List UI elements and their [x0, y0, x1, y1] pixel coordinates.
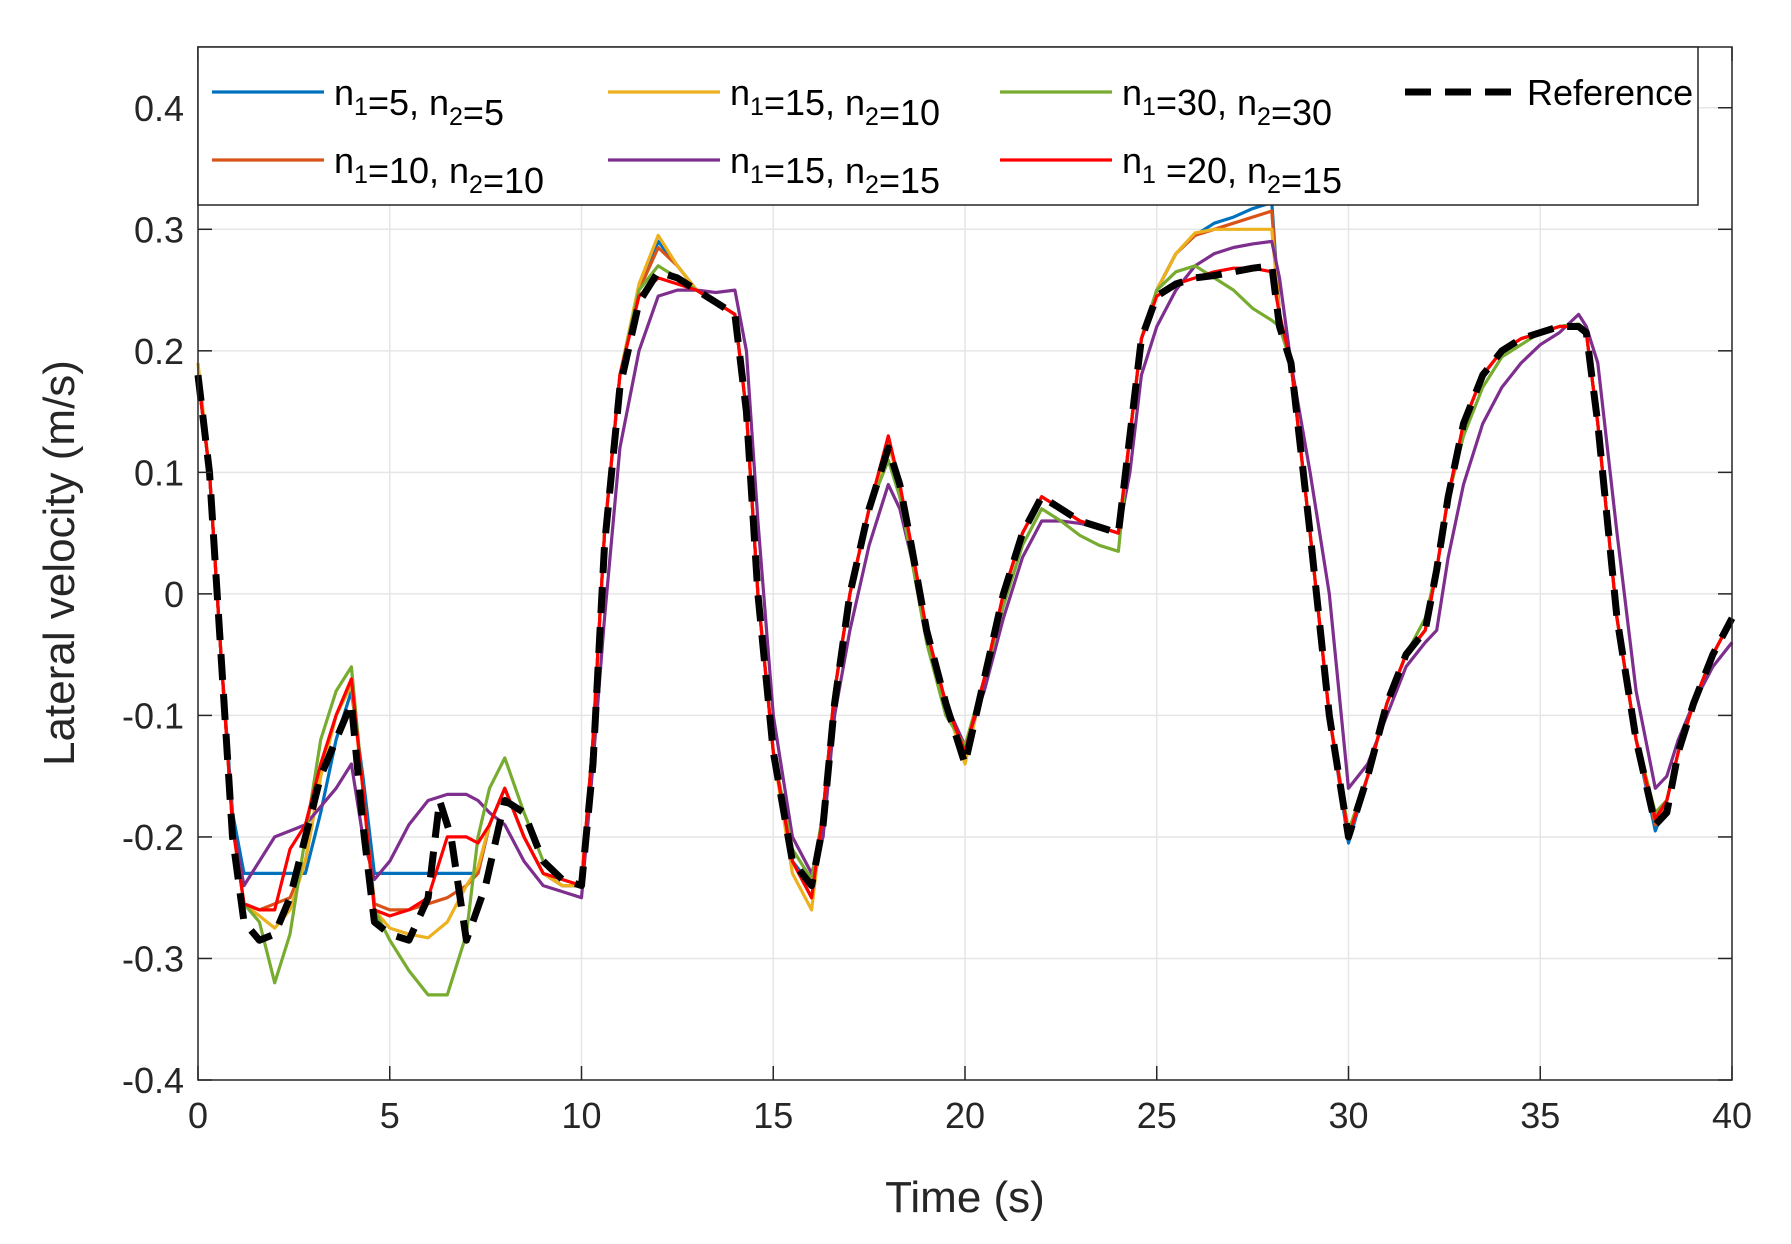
grid-lines — [198, 47, 1732, 1080]
series-lines — [194, 201, 1736, 997]
y-tick-label: -0.1 — [122, 695, 184, 736]
y-tick-label: 0.3 — [134, 209, 184, 250]
legend-label-2: n1=15, n2=10 — [730, 72, 940, 133]
x-tick-label: 30 — [1328, 1095, 1368, 1136]
y-tick-label: 0.1 — [134, 452, 184, 493]
x-tick-label: 15 — [753, 1095, 793, 1136]
y-tick-label: -0.4 — [122, 1060, 184, 1101]
y-tick-label: -0.3 — [122, 938, 184, 979]
x-tick-label: 40 — [1712, 1095, 1752, 1136]
series-line-6 — [194, 262, 1736, 944]
y-tick-label: 0.2 — [134, 331, 184, 372]
y-axis-title: Lateral velocity (m/s) — [35, 360, 84, 766]
legend-label-3: n1=15, n2=15 — [730, 140, 940, 201]
x-tick-label: 0 — [188, 1095, 208, 1136]
x-tick-label: 20 — [945, 1095, 985, 1136]
x-tick-label: 5 — [380, 1095, 400, 1136]
x-tick-label: 35 — [1520, 1095, 1560, 1136]
x-tick-label: 10 — [561, 1095, 601, 1136]
legend: n1=5, n2=5 n1=15, n2=10 n1=30, n2=30 Refere… — [197, 46, 1699, 206]
legend-label-6: Reference — [1527, 72, 1693, 113]
legend-label-0: n1=5, n2=5 — [334, 72, 504, 133]
y-tick-label: -0.2 — [122, 817, 184, 858]
legend-box — [197, 46, 1699, 206]
legend-label-4: n1=30, n2=30 — [1122, 72, 1332, 133]
legend-label-1: n1=10, n2=10 — [334, 140, 544, 201]
x-tick-label: 25 — [1137, 1095, 1177, 1136]
axis-ticks: 0 5 10 15 20 25 30 35 40 -0.4 -0.3 -0.2 -0.1 0 0.1 0.2 0… — [122, 47, 1752, 1136]
legend-label-5: n1 =20, n2=15 — [1122, 140, 1342, 201]
y-tick-label: 0 — [164, 574, 184, 615]
x-axis-title: Time (s) — [885, 1173, 1045, 1222]
y-tick-label: 0.4 — [134, 88, 184, 129]
